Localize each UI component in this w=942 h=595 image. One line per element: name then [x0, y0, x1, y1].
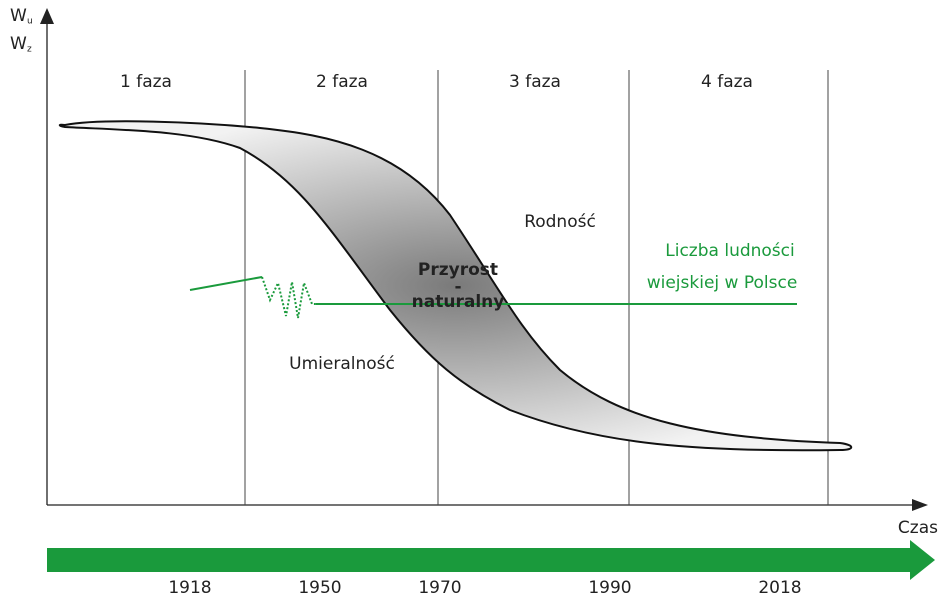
curve-label: Umieralność: [289, 354, 395, 374]
year-label: 1990: [588, 578, 631, 595]
rural-line: [189, 276, 797, 319]
growth-label: Przyrost: [418, 260, 498, 280]
axes: [46, 22, 915, 506]
growth-label: naturalny: [412, 292, 505, 312]
year-label: 2018: [758, 578, 801, 595]
growth-area: [58, 120, 853, 452]
rural-label: Liczba ludności: [665, 241, 794, 261]
year-label: 1970: [418, 578, 461, 595]
y-label: W: [10, 6, 27, 26]
y-label: W: [10, 34, 27, 54]
curve-label: Rodność: [524, 212, 596, 232]
time-arrow: [47, 540, 935, 580]
phase-label: 4 faza: [701, 72, 753, 92]
phase-label: 1 faza: [120, 72, 172, 92]
rural-label: wiejskiej w Polsce: [647, 273, 798, 293]
y-label-sub: u: [27, 17, 33, 27]
x-label: Czas: [898, 518, 938, 538]
year-label: 1950: [298, 578, 341, 595]
growth-label: -: [454, 277, 461, 297]
phase-label: 3 faza: [509, 72, 561, 92]
y-arrow: [40, 8, 54, 24]
x-arrow: [912, 499, 928, 511]
year-label: 1918: [168, 578, 211, 595]
phase-label: 2 faza: [316, 72, 368, 92]
y-label-sub: z: [27, 45, 32, 55]
